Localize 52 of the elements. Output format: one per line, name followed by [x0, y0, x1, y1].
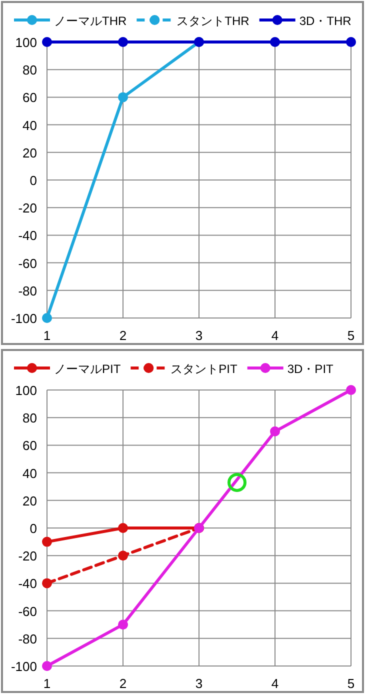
x-tick-label: 2 [119, 328, 127, 343]
point [118, 523, 128, 533]
y-tick-label: 40 [22, 466, 37, 481]
legend-label: スタントPIT [170, 362, 238, 376]
point [42, 661, 52, 671]
y-tick-label: 100 [15, 383, 37, 398]
x-tick-label: 3 [195, 328, 203, 343]
y-tick-label: -80 [18, 631, 37, 646]
y-tick-label: -100 [10, 311, 37, 326]
x-tick-label: 4 [271, 328, 279, 343]
point [42, 313, 52, 323]
legend-label: 3D・PIT [287, 362, 334, 376]
point [118, 92, 128, 102]
y-tick-label: 0 [30, 521, 37, 536]
y-tick-label: -40 [18, 576, 37, 592]
x-tick-label: 5 [347, 676, 355, 691]
y-tick-label: 0 [30, 173, 37, 188]
y-tick-label: -100 [10, 659, 37, 674]
y-tick-label: -20 [18, 548, 37, 564]
y-tick-label: -20 [18, 200, 37, 216]
x-tick-label: 2 [119, 676, 127, 691]
legend-label: スタントTHR [176, 14, 250, 28]
point [42, 578, 52, 588]
point [118, 37, 128, 47]
point [42, 536, 52, 547]
y-tick-label: 100 [15, 35, 37, 50]
point [346, 37, 356, 47]
legend-label: ノーマルPIT [54, 362, 122, 376]
y-tick-label: -60 [18, 604, 37, 619]
y-tick-label: -40 [18, 228, 37, 244]
y-tick-label: -60 [18, 256, 37, 271]
x-tick-label: 1 [43, 676, 51, 691]
y-tick-label: 20 [22, 493, 37, 508]
y-tick-label: 60 [22, 90, 37, 106]
y-tick-label: 40 [22, 118, 37, 133]
legend-label: 3D・THR [299, 14, 352, 28]
legend-label: ノーマルTHR [54, 14, 127, 28]
y-tick-label: 80 [22, 62, 37, 78]
y-tick-label: 20 [22, 145, 37, 160]
y-tick-label: 80 [22, 410, 37, 426]
point [42, 37, 52, 47]
y-tick-label: -80 [18, 283, 37, 298]
x-tick-label: 1 [43, 328, 51, 343]
point [270, 426, 280, 436]
x-tick-label: 5 [347, 328, 355, 343]
x-tick-label: 3 [195, 676, 203, 691]
x-tick-label: 4 [271, 676, 279, 691]
point [346, 385, 356, 395]
point [118, 550, 128, 561]
point [270, 37, 280, 47]
point [118, 620, 128, 630]
y-tick-label: 60 [22, 438, 37, 454]
